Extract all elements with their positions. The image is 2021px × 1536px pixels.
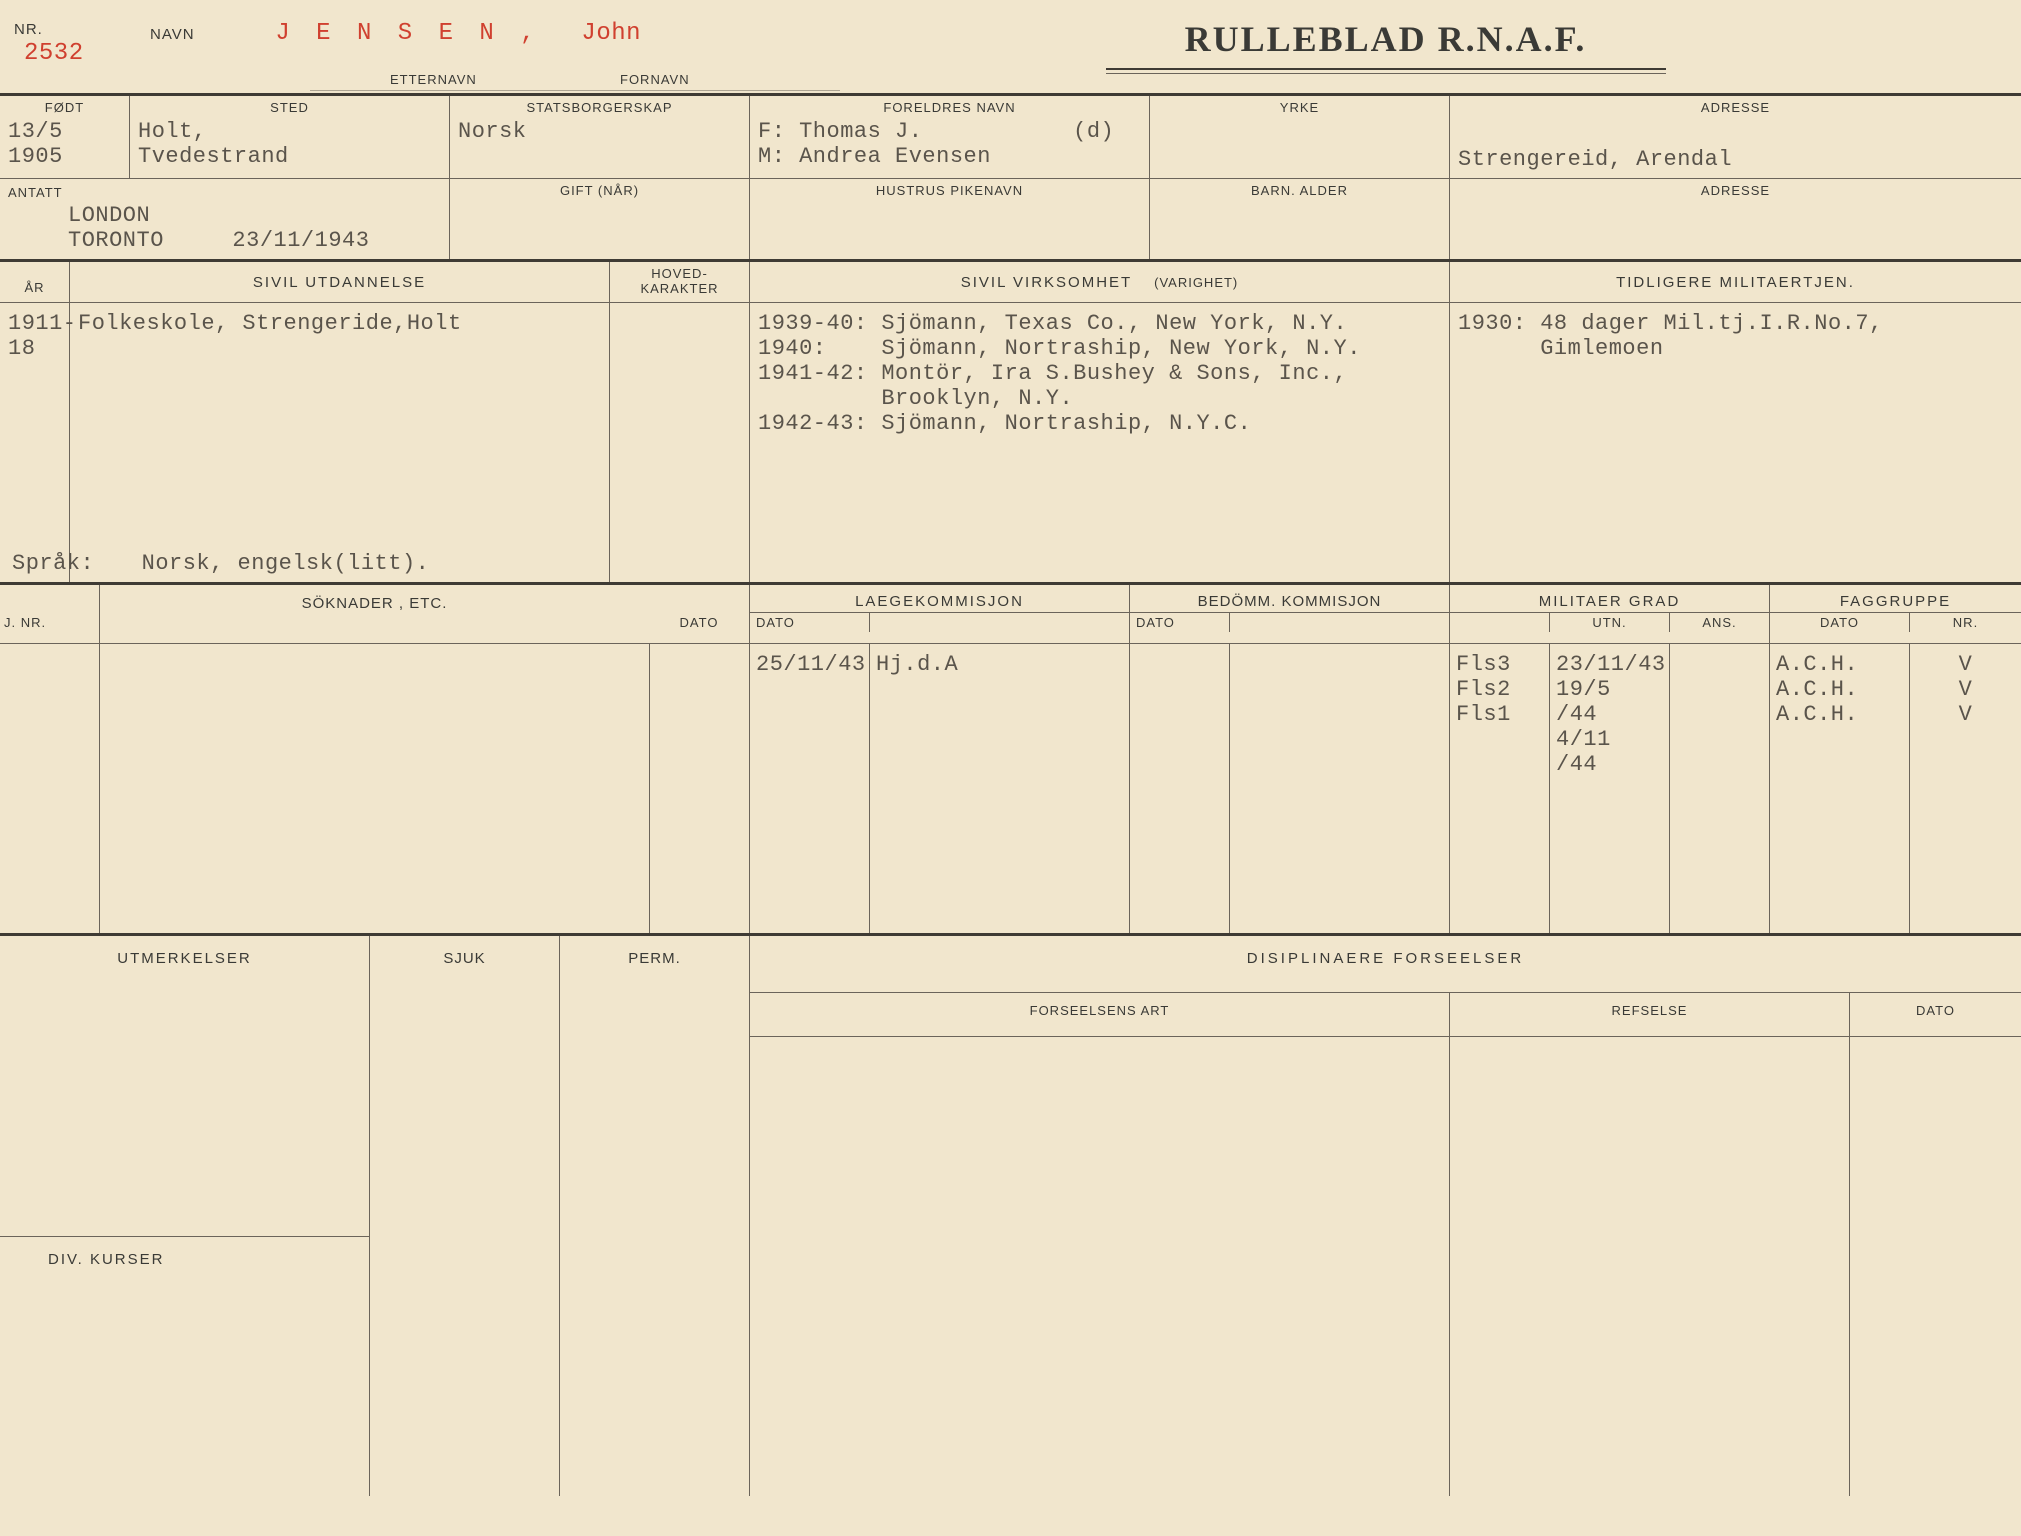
gift-label: GIFT (NÅR) [458,183,741,198]
commission-header-row: J. NR. SÖKNADER , ETC. DATO LAEGEKOMMISJ… [0,582,2021,643]
antatt-label: ANTATT [8,185,63,200]
fag-nr-label: NR. [1910,613,2021,632]
header-row: NR. 2532 NAVN J E N S E N , John ETTERNA… [0,0,2021,96]
fornavn-label: FORNAVN [620,72,690,87]
firstname-value: John [581,20,641,47]
fag-row-dato: A.C.H. [1776,652,1903,677]
sivil-utd-label: SIVIL UTDANNELSE [78,274,601,291]
discipline-sub-row: FORSEELSENS ART REFSELSE DATO [0,992,2021,1036]
foreldre-value: F: Thomas J. (d) M: Andrea Evensen [758,119,1141,169]
bedomm-dato-label: DATO [1130,613,1230,632]
sivil-virk-label: SIVIL VIRKSOMHET [961,274,1132,291]
education-body-row: 1911-18 Folkeskole, Strengeride,Holt Spr… [0,302,2021,582]
discipline-header-row: UTMERKELSER SJUK PERM. DISIPLINAERE FORS… [0,933,2021,992]
fodt-value: 13/5 1905 [8,119,121,169]
stats-label: STATSBORGERSKAP [458,100,741,115]
antatt-row: ANTATT LONDON TORONTO 23/11/1943 GIFT (N… [0,178,2021,259]
mil-row-utn: 4/11 /44 [1556,727,1663,777]
record-card: NR. 2532 NAVN J E N S E N , John ETTERNA… [0,0,2021,1536]
disip-dato-label: DATO [1858,1003,2013,1018]
mil-row-utn: 23/11/43 [1556,652,1663,677]
milgrad-label: MILITAER GRAD [1450,585,1769,612]
fodt-label: FØDT [8,100,121,115]
forseelsens-label: FORSEELSENS ART [758,1003,1441,1018]
varighet-label: (VARIGHET) [1154,275,1238,290]
tidligere-label: TIDLIGERE MILITAERTJEN. [1458,274,2013,291]
tidl-value: 1930: 48 dager Mil.tj.I.R.No.7, Gimlemoe… [1458,311,2013,361]
perm-label: PERM. [568,950,741,967]
sted-label: STED [138,100,441,115]
sjuk-label: SJUK [378,950,551,967]
yrke-label: YRKE [1158,100,1441,115]
sted-value: Holt, Tvedestrand [138,119,441,169]
education-header-row: ÅR SIVIL UTDANNELSE HOVED- KARAKTER SIVI… [0,259,2021,302]
sprak-label: Språk: [12,551,94,576]
fag-label: FAGGRUPPE [1770,585,2021,612]
hustru-label: HUSTRUS PIKENAVN [758,183,1141,198]
jnr-label: J. NR. [0,585,100,643]
nr-label: NR. [14,21,43,38]
surname-value: J E N S E N , [275,20,540,47]
fag-dato-label: DATO [1770,613,1910,632]
sok-dato-label: DATO [649,585,749,643]
fag-row-nr: V [1916,652,2015,677]
laege-label: LAEGEKOMMISJON [750,585,1129,612]
personal-row: FØDT 13/5 1905 STED Holt, Tvedestrand ST… [0,96,2021,178]
laege-dato-label: DATO [750,613,870,632]
mil-row-grad: Fls1 [1456,702,1543,727]
stats-value: Norsk [458,119,741,144]
disip-label: DISIPLINAERE FORSEELSER [758,950,2013,967]
div-label: DIV. KURSER [48,1251,361,1268]
soknader-label: SÖKNADER , ETC. [100,585,649,643]
bedomm-label: BEDÖMM. KOMMISJON [1130,585,1449,612]
barn-label: BARN. ALDER [1158,183,1441,198]
title-cell: RULLEBLAD R.N.A.F. [750,0,2021,93]
mil-ans-label: ANS. [1670,613,1769,632]
discipline-body-row [0,1036,2021,1236]
ar-label: ÅR [8,280,61,295]
laege-row-dato: 25/11/43 [756,652,863,677]
sprak-value: Norsk, engelsk(litt). [142,551,430,576]
fag-row-nr: V [1916,677,2015,702]
commission-body-row: 25/11/43 Hj.d.A Fls3 Fls2 Fls1 [0,643,2021,933]
utd-value: Folkeskole, Strengeride,Holt [78,311,601,336]
fag-row-dato: A.C.H. [1776,702,1903,727]
virk-value: 1939-40: Sjömann, Texas Co., New York, N… [758,311,1441,436]
mil-utn-label: UTN. [1550,613,1670,632]
fag-row-dato: A.C.H. [1776,677,1903,702]
navn-label: NAVN [150,26,195,43]
etternavn-label: ETTERNAVN [390,72,477,87]
laege-row-res: Hj.d.A [876,652,1123,677]
div-kurser-row: DIV. KURSER [0,1236,2021,1496]
navn-cell: NAVN J E N S E N , John ETTERNAVN FORNAV… [130,0,750,93]
nr-cell: NR. 2532 [0,0,130,93]
mil-row-grad: Fls3 [1456,652,1543,677]
utmerk-label: UTMERKELSER [8,950,361,967]
foreldre-label: FORELDRES NAVN [758,100,1141,115]
hoved-label: HOVED- KARAKTER [618,266,741,296]
adresse2-label: ADRESSE [1458,183,2013,198]
antatt-value: LONDON TORONTO 23/11/1943 [68,203,441,253]
mil-row-utn: 19/5 /44 [1556,677,1663,727]
mil-row-grad: Fls2 [1456,677,1543,702]
fag-row-nr: V [1916,702,2015,727]
adresse1-value: Strengereid, Arendal [1458,147,2013,172]
ar-value: 1911-18 [8,311,61,361]
card-title: RULLEBLAD R.N.A.F. [1185,19,1587,59]
adresse1-label: ADRESSE [1458,100,2013,115]
refselse-label: REFSELSE [1458,1003,1841,1018]
nr-value: 2532 [24,40,84,67]
